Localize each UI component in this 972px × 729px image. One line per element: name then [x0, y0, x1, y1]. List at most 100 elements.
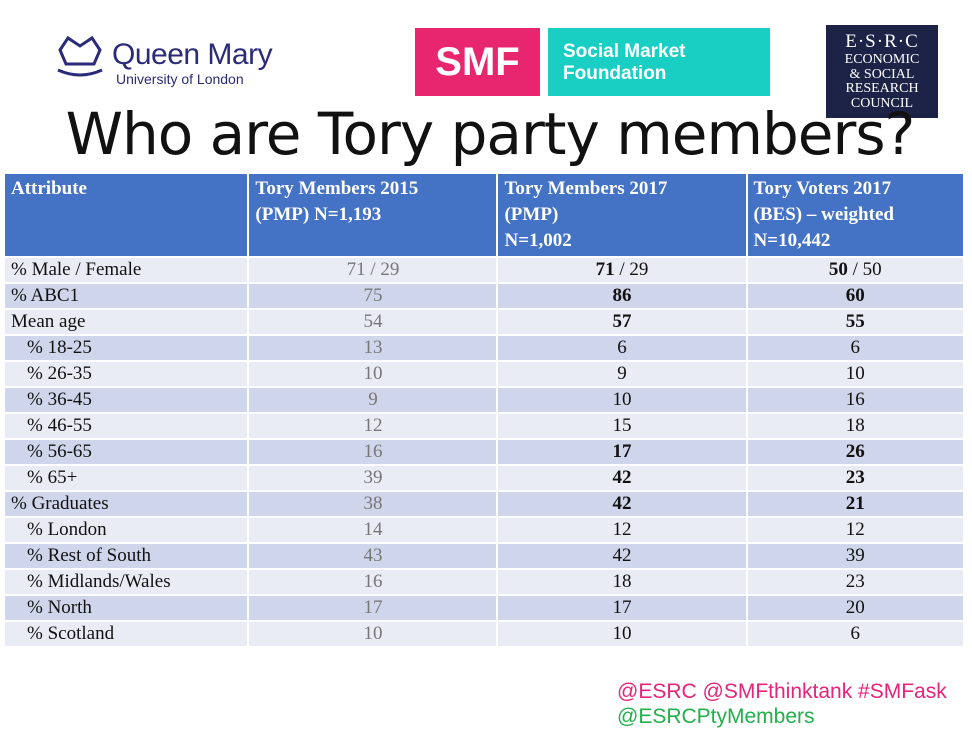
table-cell: 20	[745, 594, 966, 622]
table-cell: % Midlands/Wales	[2, 568, 250, 596]
table-cell: 71 / 29	[496, 256, 748, 284]
header-line: (PMP) N=1,193	[255, 204, 382, 225]
table-cell: 57	[496, 308, 748, 336]
smf-logo: SMF	[415, 28, 540, 96]
table-cell: 10	[247, 360, 499, 388]
table-row: % 56-65 16 17 26	[2, 438, 966, 466]
esrc-line: & SOCIAL	[849, 66, 915, 82]
table-cell: 13	[247, 334, 499, 362]
table-cell: 12	[496, 516, 748, 544]
table-cell: % Rest of South	[2, 542, 250, 570]
table-cell: 26	[745, 438, 966, 466]
table-cell: 6	[496, 334, 748, 362]
table-cell: 39	[247, 464, 499, 492]
table-cell: % 26-35	[2, 360, 250, 388]
table-cell: 9	[496, 360, 748, 388]
table-cell: 16	[247, 438, 499, 466]
table-cell: 16	[745, 386, 966, 414]
table-row: Mean age 54 57 55	[2, 308, 966, 336]
table-cell: 12	[745, 516, 966, 544]
esrc-line: RESEARCH	[845, 81, 919, 96]
table-cell: 54	[247, 308, 499, 336]
table-cell: 12	[247, 412, 499, 440]
header-line: Tory Members 2017	[504, 178, 668, 199]
table-cell: 39	[745, 542, 966, 570]
table-cell: 17	[496, 438, 748, 466]
smf-name: Social Market Foundation	[548, 28, 770, 96]
table-cell: % Male / Female	[2, 256, 250, 284]
table-cell: % 36-45	[2, 386, 250, 414]
esrc-line: ECONOMIC	[844, 52, 920, 67]
table-cell: % London	[2, 516, 250, 544]
table-cell: 86	[496, 282, 748, 310]
table-cell: 6	[745, 334, 966, 362]
esrc-line: COUNCIL	[850, 95, 914, 111]
table-cell: 60	[745, 282, 966, 310]
header-line: N=1,002	[504, 230, 572, 251]
table-row: % 46-55 12 15 18	[2, 412, 966, 440]
header-line: (PMP)	[504, 204, 559, 225]
table-cell: % Scotland	[2, 620, 250, 648]
table-row: % Rest of South 43 42 39	[2, 542, 966, 570]
table-row: % London 14 12 12	[2, 516, 966, 544]
cell-rest: / 29	[614, 259, 649, 280]
header-cell: Tory Members 2015 (PMP) N=1,193	[247, 172, 499, 258]
table-cell: 9	[247, 386, 499, 414]
table-cell: 18	[496, 568, 748, 596]
table-cell: % Graduates	[2, 490, 250, 518]
table-row: % Scotland 10 10 6	[2, 620, 966, 648]
table-cell: % 65+	[2, 464, 250, 492]
table-body: % Male / Female 71 / 29 71 / 29 50 / 50% AB…	[2, 256, 966, 648]
table-cell: 17	[496, 594, 748, 622]
header-line: Tory Members 2015	[255, 178, 419, 199]
table-cell: 71 / 29	[247, 256, 499, 284]
qm-sub: University of London	[116, 71, 244, 87]
table-cell: 38	[247, 490, 499, 518]
table-row: % Midlands/Wales 16 18 23	[2, 568, 966, 596]
table-row: % 26-35 10 9 10	[2, 360, 966, 388]
table-row: % North 17 17 20	[2, 594, 966, 622]
title: Who are Tory party members?	[65, 100, 916, 168]
table-cell: 75	[247, 282, 499, 310]
table-cell: 23	[745, 464, 966, 492]
smf-line: Foundation	[563, 63, 667, 84]
qm-name: Queen Mary	[112, 38, 273, 71]
table-cell: % 46-55	[2, 412, 250, 440]
table-row: % ABC1 75 86 60	[2, 282, 966, 310]
cell-bold: 50	[828, 259, 848, 280]
table-row: % 65+ 39 42 23	[2, 464, 966, 492]
table-cell: 42	[496, 464, 748, 492]
footer-line: @ESRC @SMFthinktank #SMFask	[617, 680, 947, 703]
table-cell: 10	[496, 620, 748, 648]
smf-line: Social Market	[563, 41, 686, 62]
header-line: (BES) – weighted	[753, 204, 894, 225]
table-cell: 43	[247, 542, 499, 570]
table-row: % Graduates 38 42 21	[2, 490, 966, 518]
header-line: N=10,442	[753, 230, 831, 251]
cell-bold: 71	[595, 259, 615, 280]
table-cell: 6	[745, 620, 966, 648]
table-cell: 10	[745, 360, 966, 388]
table: Attribute Tory Members 2015 (PMP) N=1,193 T…	[2, 172, 966, 648]
header-cell: Tory Voters 2017 (BES) – weighted N=10,442	[745, 172, 966, 258]
footer-line: @ESRCPtyMembers	[617, 705, 815, 728]
esrc-logo: E·S·R·C ECONOMIC & SOCIAL RESEARCH COUNC…	[826, 25, 938, 118]
table-cell: % ABC1	[2, 282, 250, 310]
table-cell: 18	[745, 412, 966, 440]
table-cell: 21	[745, 490, 966, 518]
table-cell: 55	[745, 308, 966, 336]
table-cell: % North	[2, 594, 250, 622]
header-cell: Attribute	[2, 172, 250, 258]
table-cell: 17	[247, 594, 499, 622]
table-cell: % 18-25	[2, 334, 250, 362]
table-cell: 14	[247, 516, 499, 544]
qm-crest	[57, 35, 103, 77]
table-cell: 42	[496, 490, 748, 518]
header-cell: Tory Members 2017 (PMP) N=1,002	[496, 172, 748, 258]
table-cell: 15	[496, 412, 748, 440]
table-cell: 10	[496, 386, 748, 414]
table-cell: 16	[247, 568, 499, 596]
header-line: Tory Voters 2017	[753, 178, 892, 199]
cell-rest: / 50	[847, 259, 882, 280]
